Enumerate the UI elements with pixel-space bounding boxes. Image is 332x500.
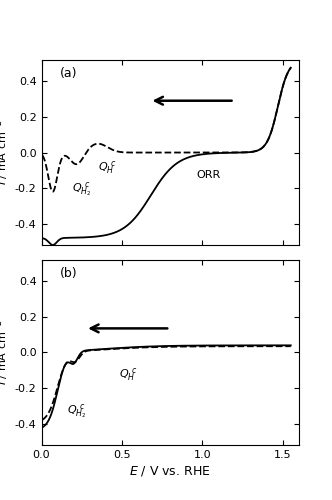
Y-axis label: $I$ / mA cm$^{-2}$: $I$ / mA cm$^{-2}$ bbox=[0, 320, 11, 386]
Text: $Q_H^{\ c}$: $Q_H^{\ c}$ bbox=[98, 159, 116, 176]
Text: (a): (a) bbox=[59, 68, 77, 80]
Y-axis label: $I$ / mA cm$^{-2}$: $I$ / mA cm$^{-2}$ bbox=[0, 120, 11, 186]
Text: $Q_{H_2}^{\ c}$: $Q_{H_2}^{\ c}$ bbox=[72, 180, 92, 198]
Text: (b): (b) bbox=[59, 268, 77, 280]
Text: ORR: ORR bbox=[196, 170, 220, 180]
Text: $Q_H^{\ c}$: $Q_H^{\ c}$ bbox=[119, 366, 137, 383]
X-axis label: $E$ / V vs. RHE: $E$ / V vs. RHE bbox=[129, 464, 211, 478]
Text: $Q_{H_2}^{\ c}$: $Q_{H_2}^{\ c}$ bbox=[67, 402, 87, 421]
